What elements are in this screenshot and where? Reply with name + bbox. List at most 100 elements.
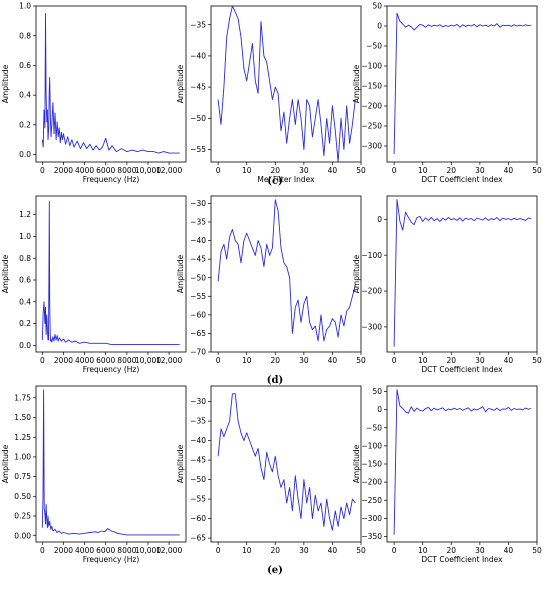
y-tick-label: 1.25 bbox=[14, 433, 31, 442]
x-tick-label: 50 bbox=[532, 356, 542, 365]
y-tick-label: −50 bbox=[366, 423, 382, 432]
y-tick-label: −200 bbox=[361, 287, 382, 296]
y-tick-label: −55 bbox=[190, 145, 206, 154]
x-tick-label: 8000 bbox=[117, 166, 136, 175]
panel-caption: (e) bbox=[267, 565, 283, 576]
x-tick-label: 20 bbox=[271, 546, 281, 555]
y-tick-label: −350 bbox=[361, 532, 382, 541]
y-tick-label: −60 bbox=[190, 310, 206, 319]
y-tick-label: 0 bbox=[377, 405, 382, 414]
y-axis-label: Amplitude bbox=[352, 64, 361, 103]
series-line bbox=[41, 12, 180, 154]
y-tick-label: −70 bbox=[190, 348, 206, 357]
y-tick-label: −250 bbox=[361, 496, 382, 505]
y-tick-label: −100 bbox=[361, 62, 382, 71]
subplot-1-3: 0 10 20 30 40 50 50 0 −50 −100 −150 −200 −250 −300 DCT… bbox=[352, 2, 542, 184]
panel-caption: (c) bbox=[267, 176, 283, 187]
x-axis-label: DCT Coefficient Index bbox=[421, 175, 503, 184]
y-axis-label: Amplitude bbox=[1, 444, 10, 483]
plot-frame bbox=[386, 5, 538, 163]
x-tick-label: 30 bbox=[299, 356, 309, 365]
row-2: 0 2000 4000 6000 800010,00012,0000.00.20.40.… bbox=[1, 195, 542, 386]
y-tick-label: −50 bbox=[190, 114, 206, 123]
y-tick-label: 0.50 bbox=[14, 492, 31, 501]
row-1: 0 2000 4000 6000 800010,00012,0000.00.20.40.… bbox=[1, 2, 542, 187]
y-tick-label: 1.2 bbox=[19, 210, 31, 219]
y-tick-label: 0.8 bbox=[19, 31, 31, 40]
y-tick-label: −100 bbox=[361, 251, 382, 260]
plot-frame bbox=[210, 5, 362, 163]
series-line bbox=[393, 12, 532, 155]
y-tick-label: −40 bbox=[190, 52, 206, 61]
y-tick-label: −45 bbox=[190, 456, 206, 465]
y-tick-label: 1.0 bbox=[19, 232, 31, 241]
y-tick-label: 1.00 bbox=[14, 453, 31, 462]
y-tick-label: −150 bbox=[361, 82, 382, 91]
x-tick-label: 50 bbox=[356, 546, 366, 555]
x-tick-label: 0 bbox=[392, 166, 397, 175]
x-tick-label: 20 bbox=[447, 356, 457, 365]
x-tick-label: 40 bbox=[328, 356, 338, 365]
plot-frame bbox=[35, 195, 187, 353]
y-tick-label: 1.50 bbox=[14, 413, 31, 422]
y-tick-label: −50 bbox=[190, 273, 206, 282]
x-tick-label: 6000 bbox=[96, 546, 115, 555]
y-tick-label: 0 bbox=[377, 215, 382, 224]
x-axis-label: DCT Coefficient Index bbox=[421, 365, 503, 374]
series-line bbox=[217, 6, 356, 162]
x-tick-label: 10,000 bbox=[135, 546, 161, 555]
plot-frame bbox=[210, 195, 362, 353]
x-tick-label: 0 bbox=[216, 356, 221, 365]
y-axis-label: Amplitude bbox=[176, 444, 185, 483]
x-tick-label: 12,000 bbox=[156, 356, 182, 365]
y-tick-label: 50 bbox=[372, 2, 382, 11]
y-tick-label: −200 bbox=[361, 102, 382, 111]
plot-frame bbox=[386, 195, 538, 353]
x-tick-label: 0 bbox=[40, 356, 45, 365]
y-tick-label: −65 bbox=[190, 329, 206, 338]
y-tick-label: −50 bbox=[190, 475, 206, 484]
row-3: 0 2000 4000 6000 800010,00012,0000.000.250.5… bbox=[1, 385, 542, 576]
y-tick-label: 0.75 bbox=[14, 472, 31, 481]
subplot-3-3: 0 10 20 30 40 50 50 0 −50 −100 −150 −200 −250 −300 −35… bbox=[352, 385, 542, 564]
x-tick-label: 40 bbox=[504, 546, 514, 555]
plot-frame bbox=[210, 385, 362, 543]
plot-frame bbox=[35, 385, 187, 543]
x-tick-label: 40 bbox=[504, 356, 514, 365]
x-tick-label: 20 bbox=[447, 546, 457, 555]
x-tick-label: 6000 bbox=[96, 166, 115, 175]
x-tick-label: 4000 bbox=[75, 166, 94, 175]
subplot-2-2: 0 10 20 30 40 50 −30 −35 −40 −45 −50 −55 −60 −65 −70 Am… bbox=[176, 195, 366, 365]
x-tick-label: 2000 bbox=[54, 166, 73, 175]
y-tick-label: 0.0 bbox=[19, 341, 31, 350]
subplot-2-3: 0 10 20 30 40 50 0 −100 −200 −300 DCT Coefficient … bbox=[352, 195, 542, 374]
series-line bbox=[217, 393, 356, 531]
y-tick-label: 0.4 bbox=[19, 297, 31, 306]
x-axis-label: DCT Coefficient Index bbox=[421, 555, 503, 564]
y-tick-label: −40 bbox=[190, 436, 206, 445]
x-axis-label: Frequency (Hz) bbox=[83, 175, 140, 184]
x-tick-label: 12,000 bbox=[156, 166, 182, 175]
x-tick-label: 8000 bbox=[117, 356, 136, 365]
y-axis-label: Amplitude bbox=[1, 64, 10, 103]
x-tick-label: 50 bbox=[532, 546, 542, 555]
y-tick-label: −150 bbox=[361, 460, 382, 469]
y-tick-label: 0.0 bbox=[19, 150, 31, 159]
y-axis-label: Amplitude bbox=[352, 254, 361, 293]
x-tick-label: 10,000 bbox=[135, 356, 161, 365]
x-tick-label: 6000 bbox=[96, 356, 115, 365]
x-tick-label: 2000 bbox=[54, 356, 73, 365]
y-tick-label: −35 bbox=[190, 20, 206, 29]
y-tick-label: 0.25 bbox=[14, 512, 31, 521]
x-tick-label: 10 bbox=[242, 546, 252, 555]
x-axis-label: Frequency (Hz) bbox=[83, 555, 140, 564]
y-tick-label: 0.8 bbox=[19, 254, 31, 263]
x-axis-label: Mel Filter Index bbox=[257, 175, 315, 184]
x-tick-label: 10 bbox=[242, 166, 252, 175]
panel-caption: (d) bbox=[267, 375, 283, 386]
y-axis-label: Amplitude bbox=[352, 444, 361, 483]
y-tick-label: 0.6 bbox=[19, 276, 31, 285]
x-tick-label: 0 bbox=[392, 546, 397, 555]
x-tick-label: 0 bbox=[392, 356, 397, 365]
